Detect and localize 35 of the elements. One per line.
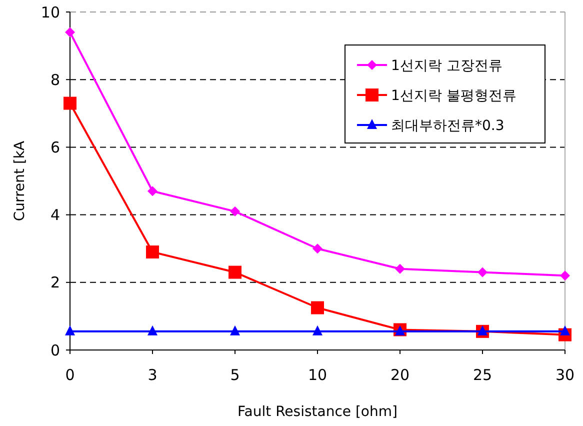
point [312, 325, 322, 336]
y-tick-label: 6 [50, 138, 60, 156]
point [228, 266, 242, 279]
point [64, 96, 76, 110]
point [560, 325, 570, 336]
x-tick-label: 20 [390, 366, 410, 384]
y-tick-label: 10 [40, 3, 60, 22]
point [560, 270, 570, 281]
x-tick-label: 10 [308, 366, 328, 384]
point [230, 206, 240, 216]
x-tick-label: 3 [148, 366, 158, 384]
point [478, 325, 488, 336]
point [395, 264, 405, 274]
point [478, 267, 488, 278]
y-tick-label: 0 [50, 341, 60, 360]
y-axis-title: Current [kA [12, 140, 28, 222]
x-tick-label: 5 [230, 366, 240, 384]
legend-label: 1선지락 고장전류 [391, 58, 502, 74]
point [65, 325, 75, 336]
point [148, 325, 158, 336]
x-tick-label: 0 [65, 366, 75, 384]
x-tick-label: 25 [472, 366, 492, 384]
y-tick-label: 8 [50, 70, 60, 89]
x-axis-title: Fault Resistance [ohm] [238, 404, 398, 420]
point [312, 244, 322, 254]
y-tick-label: 4 [50, 206, 60, 224]
point [148, 186, 158, 196]
y-tick-label: 2 [50, 274, 60, 292]
legend-label: 최대부하전류*0.3 [391, 118, 504, 134]
legend-label: 1선지락 불평형전류 [391, 88, 516, 104]
point [146, 245, 159, 258]
point [311, 301, 324, 314]
point [230, 325, 240, 336]
point [65, 27, 75, 38]
x-tick-label: 30 [555, 366, 575, 384]
